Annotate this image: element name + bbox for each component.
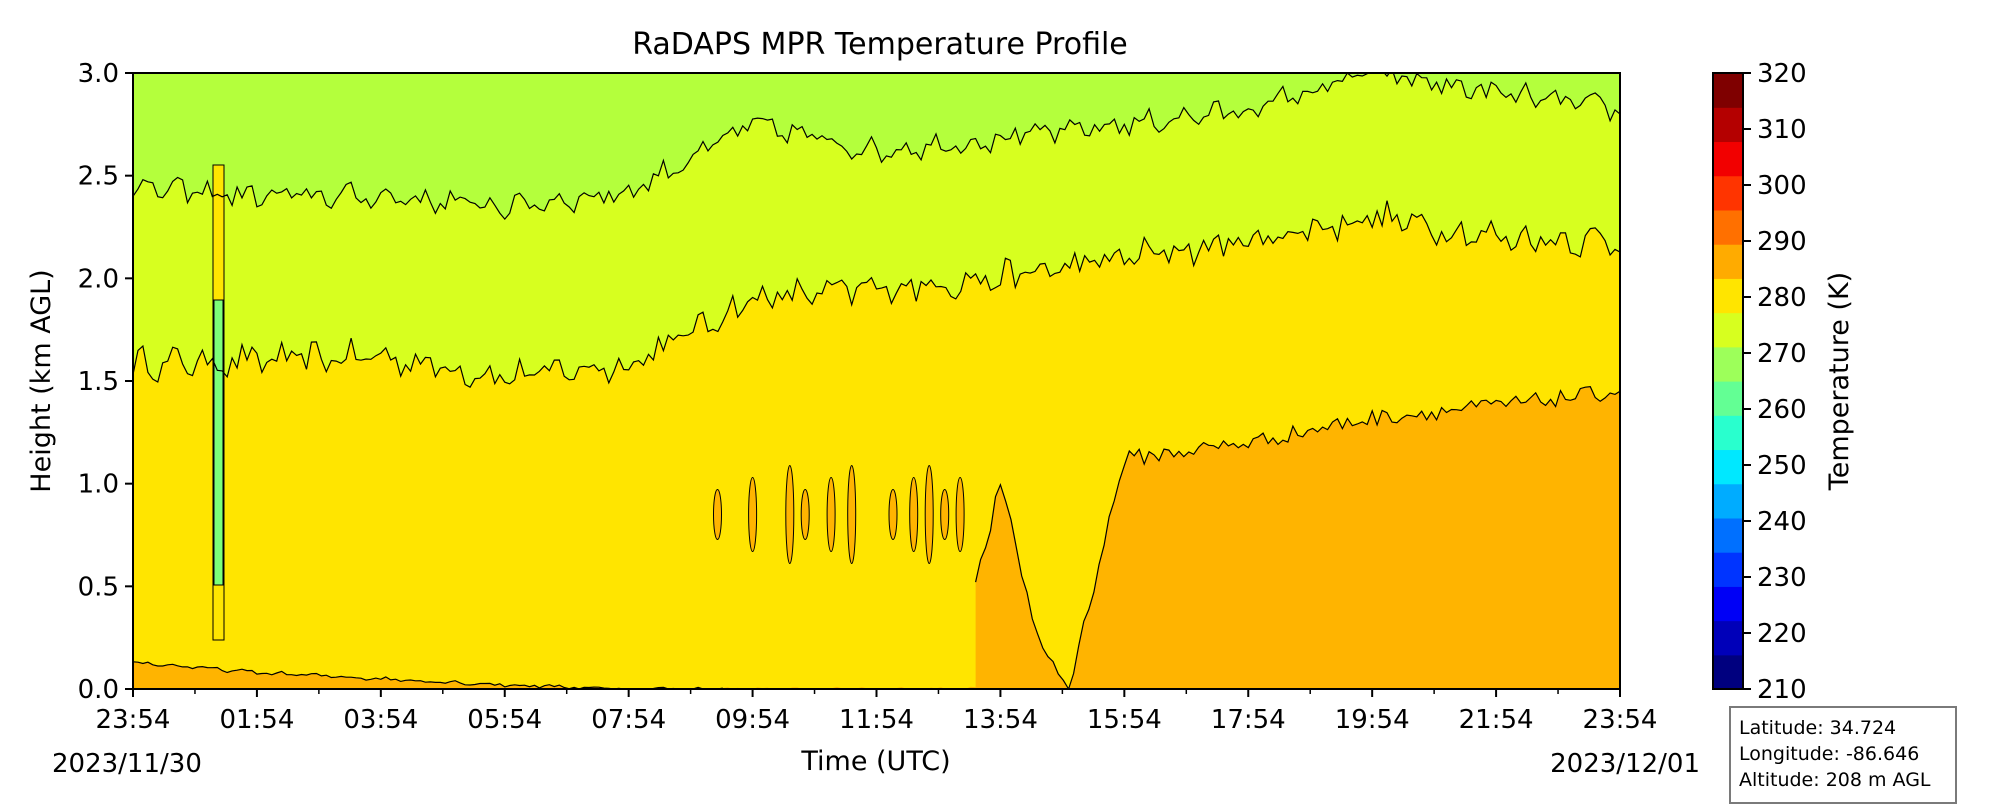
y-tick-label: 1.0 [78, 470, 119, 500]
warm-pocket [888, 489, 898, 540]
contour-285 [975, 386, 1620, 689]
cold-anomaly-column [212, 164, 225, 641]
colorbar-segment [1713, 346, 1743, 382]
x-tick-label: 09:54 [715, 705, 790, 735]
colorbar-tick-label: 320 [1757, 59, 1807, 89]
plot-area [133, 73, 1620, 689]
y-tick-label: 1.5 [78, 367, 119, 397]
start-date: 2023/11/30 [52, 749, 202, 779]
y-axis: 0.0 0.5 1.0 1.5 2.0 2.5 3.0 [78, 59, 133, 705]
colorbar-tick-label: 280 [1757, 283, 1807, 313]
y-tick-label: 0.0 [78, 675, 119, 705]
x-tick-label: 11:54 [839, 705, 914, 735]
warm-pocket [748, 477, 758, 552]
colorbar-segment [1713, 586, 1743, 622]
x-tick-label: 13:54 [963, 705, 1038, 735]
colorbar-tick-label: 220 [1757, 619, 1807, 649]
contour-280 [133, 200, 1620, 389]
colorbar-segment [1713, 552, 1743, 587]
warm-pocket [940, 489, 950, 540]
end-date: 2023/12/01 [1550, 749, 1700, 779]
x-tick-label: 19:54 [1335, 705, 1410, 735]
y-tick-label: 3.0 [78, 59, 119, 89]
warm-pocket [909, 477, 919, 552]
temperature-band-285-290 [975, 386, 1620, 689]
colorbar-frame [1712, 72, 1744, 690]
warm-pockets [713, 465, 965, 564]
y-tick-label: 2.5 [78, 162, 119, 192]
colorbar-segment [1713, 278, 1743, 314]
colorbar-segment [1713, 312, 1743, 348]
colorbar-segment [1713, 449, 1743, 485]
colorbar-tick-label: 210 [1757, 675, 1807, 705]
x-tick-label: 15:54 [1087, 705, 1162, 735]
x-axis: 23:54 01:54 03:54 05:54 07:54 09:54 11:54 13:54… [96, 689, 1658, 735]
latitude-text: Latitude: 34.724 [1739, 717, 1897, 739]
warm-pocket [955, 477, 965, 552]
colorbar-segment [1713, 107, 1743, 143]
colorbar-segment [1713, 175, 1743, 211]
colorbar-segment [1713, 381, 1743, 416]
station-info-box: Latitude: 34.724 Longitude: -86.646 Alti… [1729, 706, 1957, 804]
x-axis-label: Time (UTC) [800, 746, 950, 777]
altitude-text: Altitude: 208 m AGL [1739, 769, 1931, 791]
colorbar-tick-label: 250 [1757, 451, 1807, 481]
warm-pocket [785, 465, 795, 564]
colorbar-segment [1713, 620, 1743, 656]
warm-pocket [924, 465, 934, 564]
x-tick-label: 05:54 [467, 705, 542, 735]
longitude-text: Longitude: -86.646 [1739, 743, 1920, 765]
colorbar-segment [1713, 483, 1743, 519]
chart-title: RaDAPS MPR Temperature Profile [632, 27, 1128, 62]
colorbar-tick-label: 270 [1757, 339, 1807, 369]
colorbar-tick-label: 240 [1757, 507, 1807, 537]
colorbar-segment [1713, 141, 1743, 177]
colorbar-segment [1713, 654, 1743, 690]
x-tick-label: 23:54 [96, 705, 171, 735]
warm-pocket [826, 477, 836, 552]
y-tick-label: 2.0 [78, 264, 119, 294]
x-tick-label: 01:54 [219, 705, 294, 735]
colorbar-segment [1713, 244, 1743, 279]
colorbar-segment [1713, 73, 1743, 108]
warm-pocket [847, 465, 857, 564]
x-tick-label: 21:54 [1459, 705, 1534, 735]
colorbar-label: Temperature (K) [1824, 272, 1855, 491]
temperature-band-270-275 [133, 73, 1620, 220]
contour-275 [133, 73, 1620, 221]
x-tick-label: 23:54 [1583, 705, 1658, 735]
warm-pocket [713, 489, 722, 540]
x-tick-label: 03:54 [343, 705, 418, 735]
colorbar-tick-label: 290 [1757, 227, 1807, 257]
colorbar-tick-label: 260 [1757, 395, 1807, 425]
x-tick-label: 07:54 [591, 705, 666, 735]
warm-pocket [800, 489, 810, 540]
colorbar-segment [1713, 517, 1743, 553]
y-tick-label: 0.5 [78, 572, 119, 602]
x-tick-label: 17:54 [1211, 705, 1286, 735]
colorbar-tick-label: 230 [1757, 563, 1807, 593]
colorbar-segment [1713, 415, 1743, 451]
colorbar: 210 220 230 240 250 260 270 280 290 300 310 320 [1712, 59, 1807, 705]
y-axis-label: Height (km AGL) [26, 269, 57, 492]
colorbar-segment [1713, 209, 1743, 245]
colorbar-tick-label: 300 [1757, 171, 1807, 201]
colorbar-tick-label: 310 [1757, 115, 1807, 145]
surface-warm-layer [133, 661, 1620, 689]
